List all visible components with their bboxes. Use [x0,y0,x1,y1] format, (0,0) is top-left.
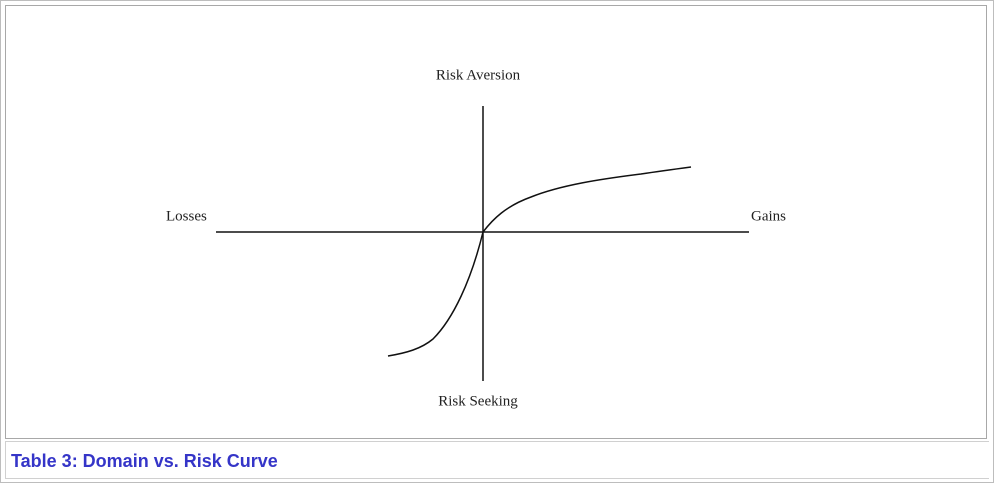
risk-curve [387,166,692,357]
diagram: Risk Aversion Losses Gains Risk Seeking [166,67,786,409]
bottom-label: Risk Seeking [438,393,518,409]
caption: Table 3: Domain vs. Risk Curve [11,451,278,471]
caption-row: Table 3: Domain vs. Risk Curve [5,441,989,479]
top-label: Risk Aversion [436,67,521,83]
right-label: Gains [751,208,786,224]
figure: Risk Aversion Losses Gains Risk Seeking [5,5,987,439]
left-label: Losses [166,208,207,224]
